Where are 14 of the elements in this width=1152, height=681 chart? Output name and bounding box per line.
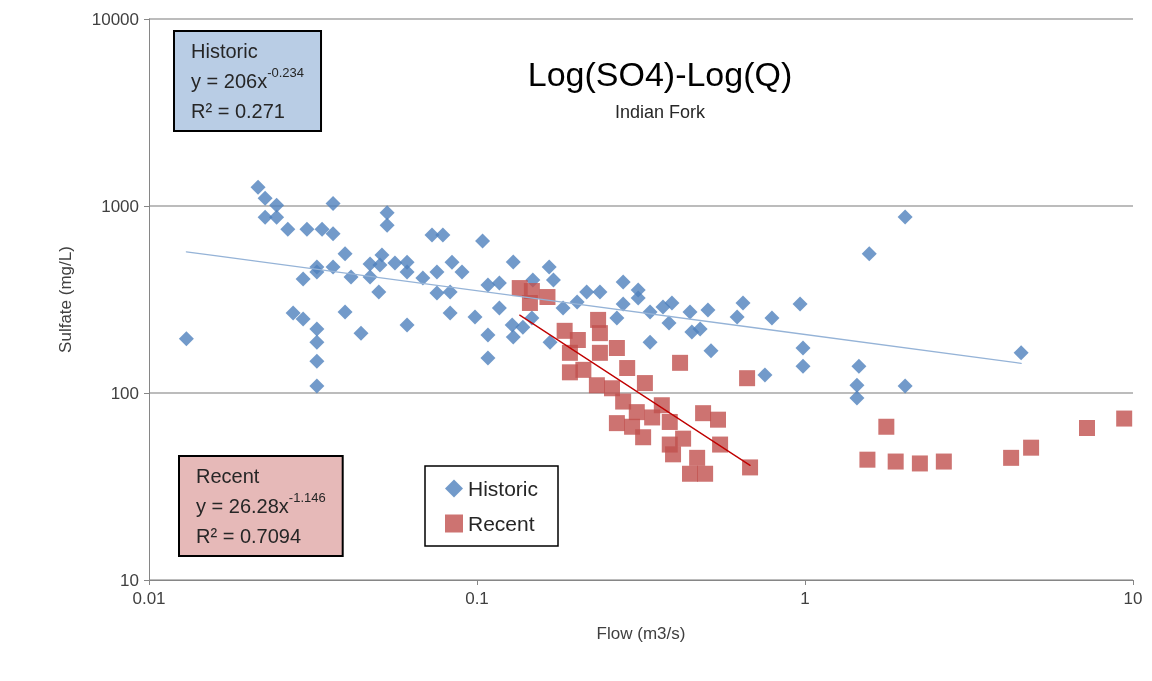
legend-label: Recent [468, 512, 535, 535]
y-tick-label: 1000 [101, 196, 139, 216]
text: Indian Fork [614, 102, 707, 122]
y-tick-label: 100 [110, 383, 139, 403]
legend-label: Historic [468, 477, 539, 500]
x-tick-label: 10 [1123, 589, 1143, 608]
x-tick-label: 0.1 [465, 589, 489, 608]
y-tick-label: 10 [120, 570, 139, 590]
y-axis-title: Sulfate (mg/L) [56, 246, 75, 353]
y-tick-label: 10000 [91, 9, 139, 29]
x-tick-label: 1 [800, 589, 810, 608]
text: Log(SO4)-Log(Q) [527, 55, 793, 93]
x-axis-title: Flow (m3/s) [596, 624, 686, 643]
x-tick-label: 0.01 [132, 589, 166, 608]
